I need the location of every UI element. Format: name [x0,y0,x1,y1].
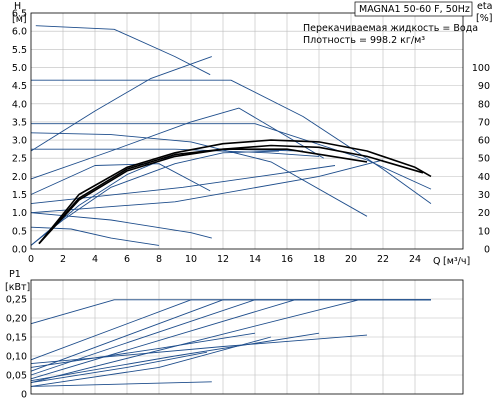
power-curve [30,332,256,368]
power-axis-label: P1 [9,269,21,280]
power-curve [30,334,368,365]
chart-title: MAGNA1 50-60 F, 50Hz [359,4,470,15]
power-tick-label: 0,15 [6,333,27,344]
efficiency-tick-label: 20 [478,208,490,219]
x-tick-label: 18 [313,254,325,265]
efficiency-curve [38,148,368,245]
x-tick-label: 0 [28,254,34,265]
x-tick-label: 20 [345,254,357,265]
head-tick-label: 1.5 [12,190,27,201]
x-tick-label: 16 [281,254,293,265]
head-curve [30,163,211,195]
head-curve [30,107,325,180]
power-curve [30,351,208,384]
head-tick-label: 5.0 [12,63,27,74]
head-tick-label: 3.0 [12,136,27,147]
efficiency-axis-label: eta [477,1,492,12]
power-axis-unit: [кВт] [5,282,30,293]
power-tick-label: 0,05 [6,371,27,382]
head-tick-label: 0.5 [12,226,27,237]
efficiency-tick-label: 100 [472,63,490,74]
power-tick-label: 0,10 [6,352,27,363]
x-tick-label: 12 [217,254,229,265]
efficiency-tick-label: 60 [478,136,490,147]
head-curve [35,25,211,76]
power-tick-label: 0,20 [6,314,27,325]
efficiency-tick-label: 90 [478,81,490,92]
power-curve [30,299,431,361]
head-tick-label: 1.0 [12,208,27,219]
head-tick-label: 6.0 [12,27,27,38]
x-tick-label: 24 [409,254,421,265]
fluid-note: Перекачиваемая жидкость = Вода [303,23,478,34]
head-tick-label: 0.0 [12,245,27,256]
head-tick-label: 2.0 [12,172,27,183]
power-curve [30,336,272,387]
power-curve [30,332,320,382]
flow-axis-label: Q [433,256,440,267]
head-curve [30,56,212,152]
power-curve [30,299,431,380]
power-tick-label: 0,25 [6,295,27,306]
power-plot-frame [30,279,464,395]
head-curve [30,132,368,217]
x-tick-label: 6 [124,254,130,265]
efficiency-axis-unit: [%] [476,13,492,24]
x-tick-label: 8 [156,254,162,265]
head-curve [30,150,280,246]
head-tick-label: 5.5 [12,45,27,56]
head-curve [30,165,336,205]
title-box [354,1,473,17]
power-curve [30,381,212,387]
efficiency-tick-label: 40 [478,172,490,183]
head-plot-frame [30,12,464,250]
head-tick-label: 3.5 [12,117,27,128]
flow-axis-unit: [м³/ч] [443,256,470,267]
efficiency-tick-label: 30 [478,190,490,201]
head-axis-label: H [14,1,21,12]
head-axis-unit: [м] [12,14,27,25]
x-tick-label: 2 [60,254,66,265]
x-tick-label: 22 [377,254,389,265]
efficiency-tick-label: 80 [478,99,490,110]
head-curve [30,159,384,214]
head-tick-label: 4.5 [12,81,27,92]
head-curve [31,148,320,157]
efficiency-tick-label: 70 [478,117,490,128]
x-tick-label: 10 [185,254,197,265]
x-tick-label: 14 [249,254,261,265]
head-curve [30,212,212,239]
head-tick-label: 4.0 [12,99,27,110]
efficiency-tick-label: 10 [478,226,490,237]
density-note: Плотность = 998.2 кг/м³ [303,35,425,46]
power-curve [30,299,431,384]
head-curve [31,123,432,190]
head-tick-label: 6.5 [12,9,27,20]
efficiency-tick-label: 50 [478,154,490,165]
x-tick-label: 4 [92,254,98,265]
efficiency-curve [38,139,432,245]
power-tick-label: 0 [21,390,27,400]
head-curve [31,79,432,204]
power-curve [30,299,431,325]
head-tick-label: 2.5 [12,154,27,165]
efficiency-tick-label: 0 [484,245,490,256]
